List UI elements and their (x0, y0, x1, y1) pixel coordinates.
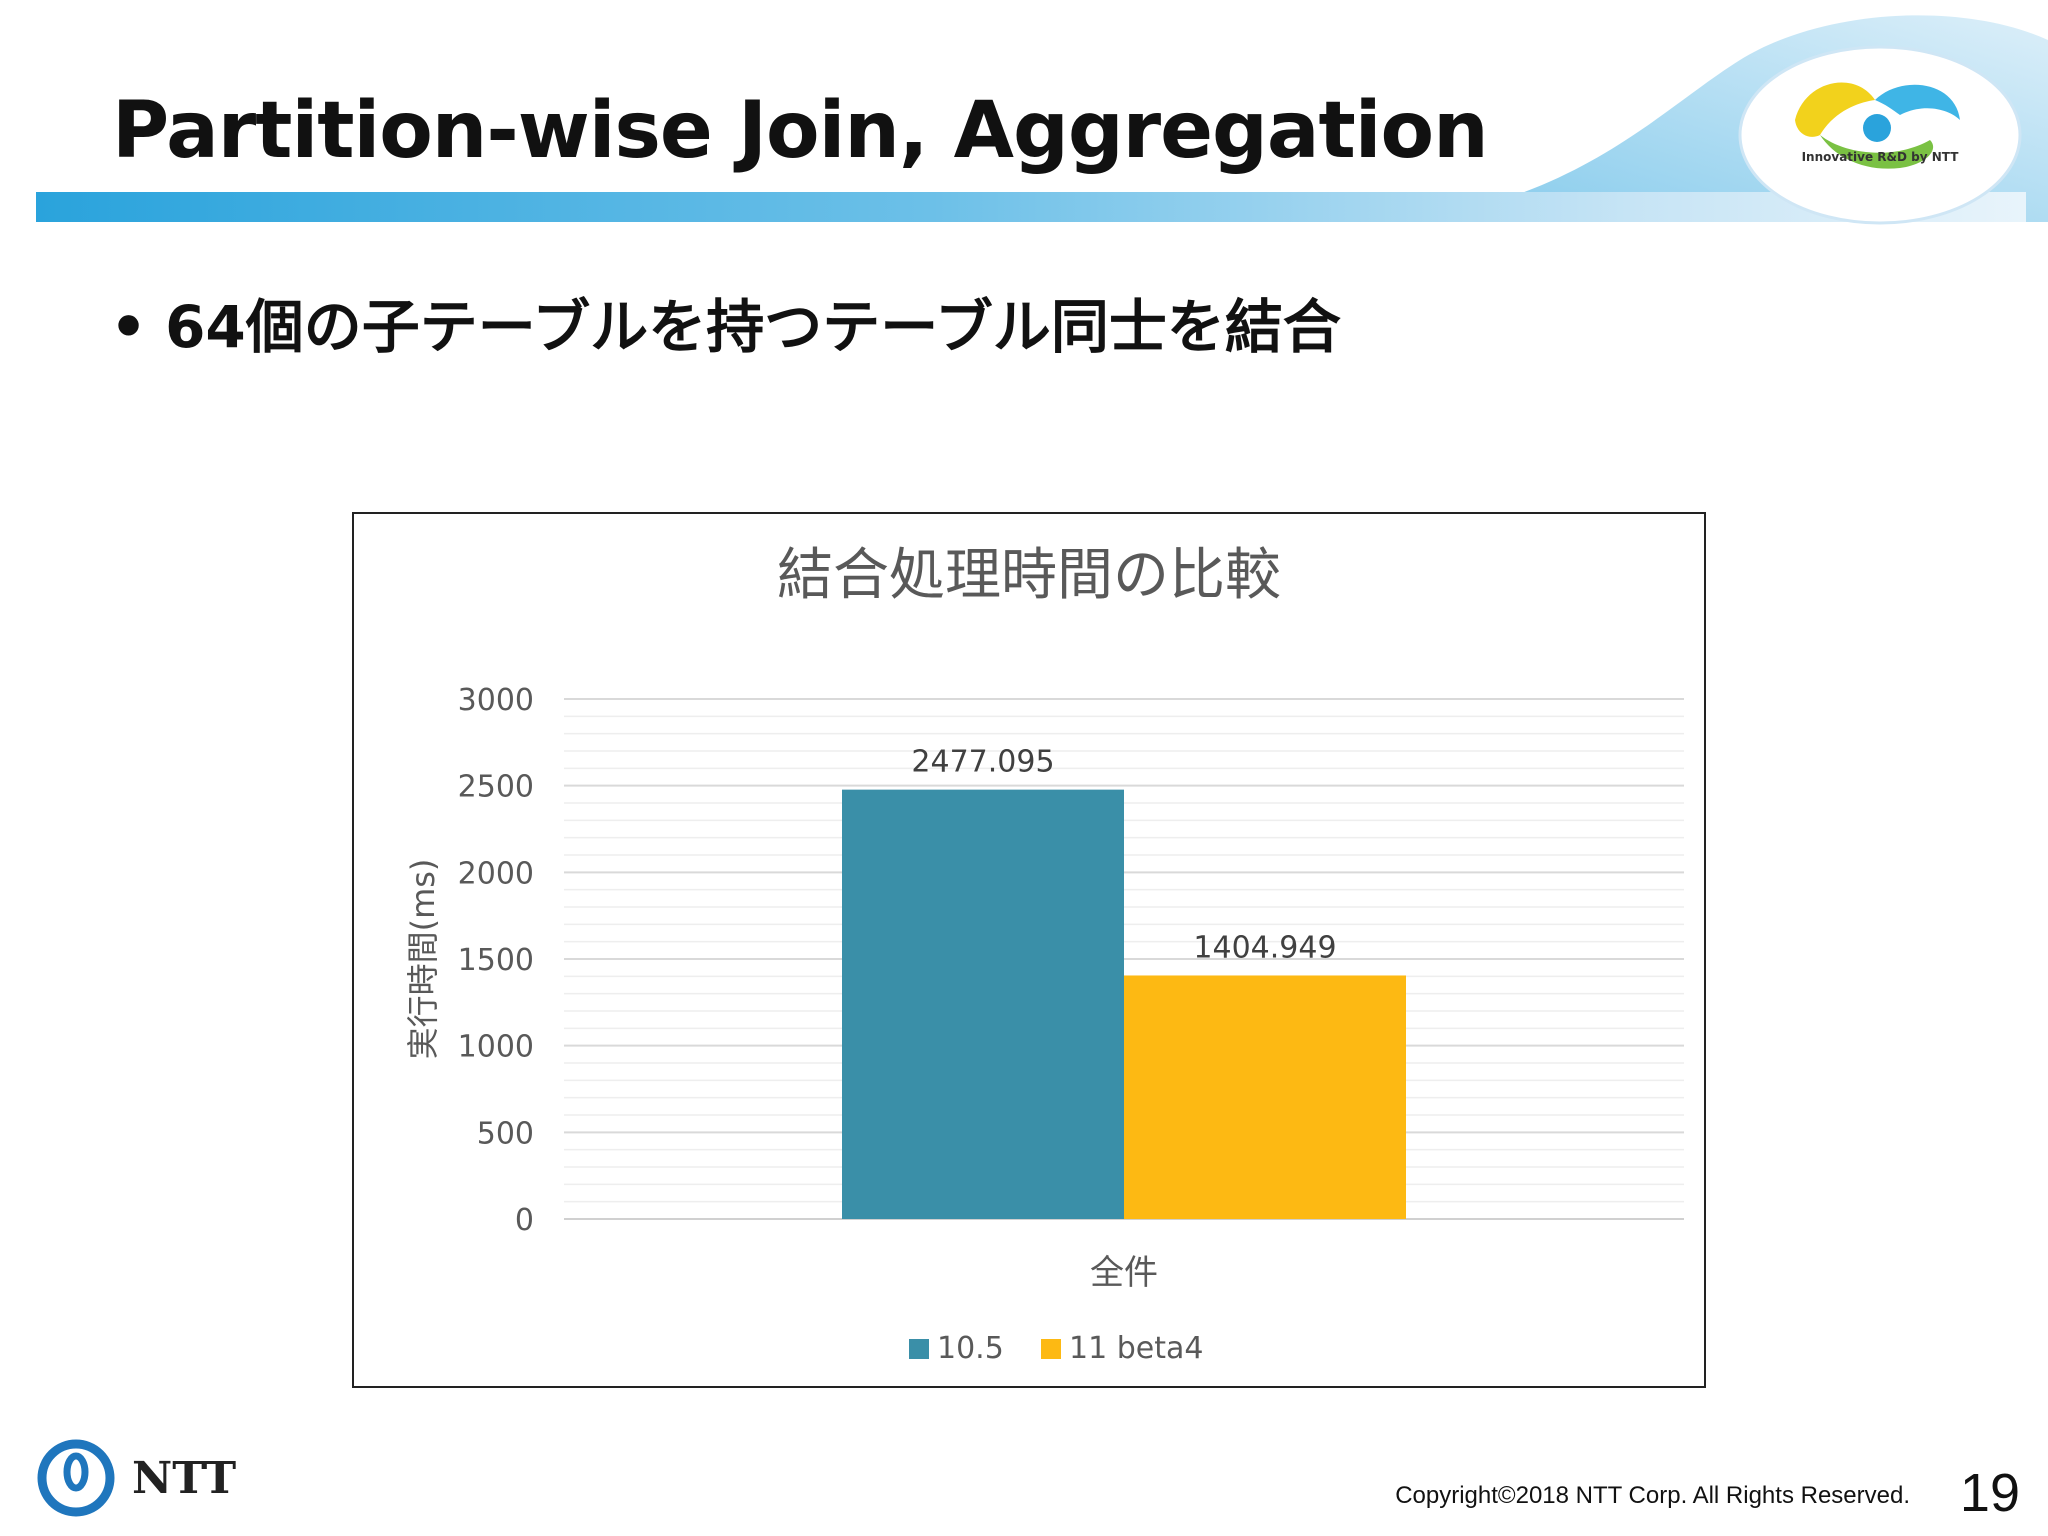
bullet-dot: • (110, 293, 148, 361)
slide-title: Partition-wise Join, Aggregation (112, 86, 1489, 176)
legend-swatch (909, 1339, 929, 1359)
y-tick-label: 500 (477, 1116, 534, 1151)
data-label: 2477.095 (911, 745, 1054, 780)
y-tick-label: 1500 (458, 943, 534, 978)
y-tick-label: 2000 (458, 856, 534, 891)
legend-label: 11 beta4 (1069, 1331, 1203, 1366)
legend-swatch (1041, 1339, 1061, 1359)
bar-chart: 結合処理時間の比較 0 500 1000 1500 2000 2500 3000 実行時間(ms… (404, 543, 1684, 1366)
chart-title: 結合処理時間の比較 (777, 543, 1281, 608)
logo-tagline: Innovative R&D by NTT (1801, 150, 1959, 164)
header-band (36, 192, 2026, 222)
y-tick-label: 2500 (458, 770, 534, 805)
ntt-logo: NTT (37, 1439, 236, 1517)
ntt-innovation-logo (1738, 45, 2022, 225)
y-tick-label: 1000 (458, 1030, 534, 1065)
ntt-logo-text: NTT (132, 1453, 236, 1504)
bar-11-beta4 (1124, 975, 1406, 1219)
bullet-text: 64個の子テーブルを持つテーブル同士を結合 (165, 293, 1341, 361)
copyright-text: Copyright©2018 NTT Corp. All Rights Rese… (1395, 1482, 1910, 1509)
y-tick-label: 0 (515, 1203, 534, 1238)
y-axis-label: 実行時間(ms) (404, 859, 442, 1060)
x-category-label: 全件 (1090, 1253, 1158, 1293)
data-label: 1404.949 (1193, 930, 1336, 965)
bullet-point: • 64個の子テーブルを持つテーブル同士を結合 (110, 280, 1341, 364)
chart-frame: 結合処理時間の比較 0 500 1000 1500 2000 2500 3000 実行時間(ms… (352, 512, 1706, 1388)
legend-label: 10.5 (937, 1331, 1004, 1366)
bar-10.5 (842, 789, 1124, 1219)
y-tick-label: 3000 (458, 683, 534, 718)
page-number: 19 (1959, 1463, 2020, 1523)
